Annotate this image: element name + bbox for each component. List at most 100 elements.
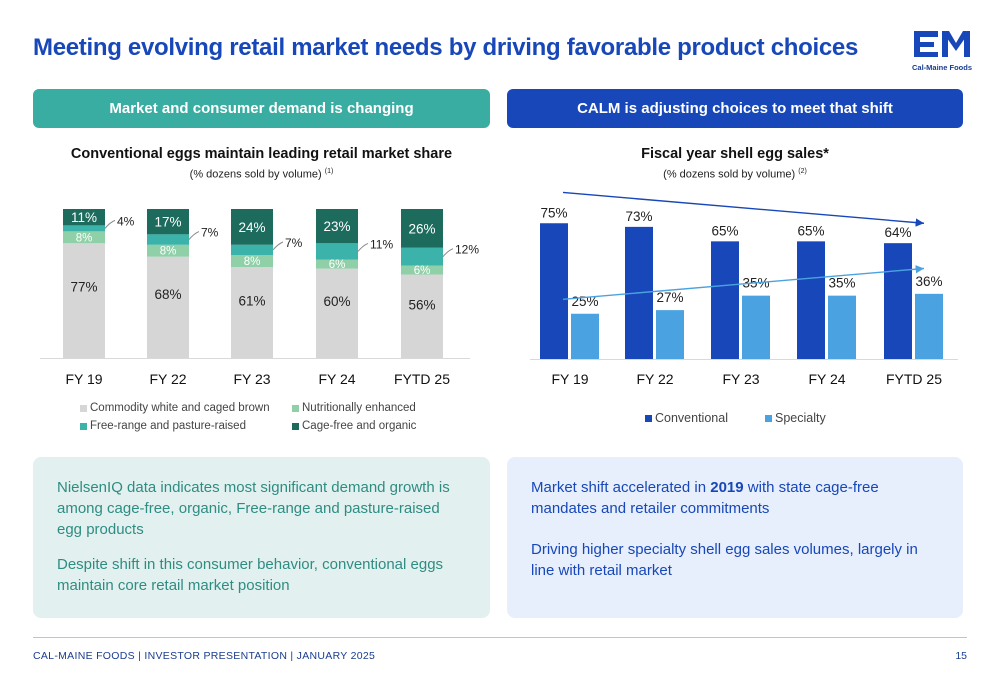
left-section-header: Market and consumer demand is changing bbox=[33, 89, 490, 128]
cage-free-label: 24% bbox=[238, 220, 265, 235]
bar-segment-1 bbox=[316, 268, 358, 358]
right-notes-box: Market shift accelerated in 2019 with st… bbox=[507, 457, 963, 618]
footer-divider bbox=[33, 637, 967, 638]
bar-segment-2 bbox=[147, 244, 189, 257]
conventional-bar bbox=[540, 223, 568, 359]
conventional-trend-arrow bbox=[562, 191, 925, 227]
left-chart-legend: Commodity white and caged brown Nutrition… bbox=[80, 402, 452, 432]
specialty-bar bbox=[571, 313, 599, 359]
footer-text: CAL-MAINE FOODS | INVESTOR PRESENTATION … bbox=[33, 650, 376, 662]
logo-wordmark: Cal-Maine Foods bbox=[912, 63, 973, 72]
right-section-header: CALM is adjusting choices to meet that s… bbox=[507, 89, 963, 128]
right-chart-subtitle: (% dozens sold by volume) (2) bbox=[663, 168, 807, 181]
cage-free-label: 23% bbox=[323, 219, 350, 234]
free-range-leader-line bbox=[188, 231, 200, 240]
legend-swatch bbox=[292, 422, 299, 430]
left-chart-title: Conventional eggs maintain leading retai… bbox=[70, 146, 453, 162]
category-label: FY 22 bbox=[149, 371, 186, 387]
legend-label: Specialty bbox=[775, 411, 826, 425]
enhanced-label: 8% bbox=[244, 256, 261, 268]
free-range-leader-line bbox=[442, 248, 454, 258]
category-label: FY 24 bbox=[318, 371, 355, 387]
category-label: FY 24 bbox=[808, 371, 845, 387]
cage-free-label: 17% bbox=[154, 215, 181, 230]
category-label: FY 22 bbox=[636, 371, 673, 387]
commodity-label: 77% bbox=[70, 279, 97, 294]
note-specialty-volumes: Driving higher specialty shell egg sales… bbox=[531, 541, 918, 579]
bar-segment-3 bbox=[401, 247, 443, 266]
bar-segment-4 bbox=[147, 209, 189, 235]
specialty-bar bbox=[915, 293, 943, 359]
free-range-leader-line bbox=[357, 243, 369, 252]
category-label: FY 19 bbox=[551, 371, 588, 387]
free-range-label: 12% bbox=[455, 243, 479, 257]
free-range-label: 4% bbox=[117, 214, 135, 228]
bar-segment-4 bbox=[231, 209, 273, 245]
company-logo: Cal-Maine Foods bbox=[912, 29, 972, 73]
enhanced-label: 6% bbox=[329, 259, 346, 271]
specialty-value-label: 27% bbox=[656, 290, 683, 305]
page-title: Meeting evolving retail market needs by … bbox=[33, 34, 859, 61]
conventional-bar bbox=[884, 243, 912, 359]
legend-item: Specialty bbox=[765, 411, 865, 425]
commodity-label: 60% bbox=[323, 294, 350, 309]
note-conventional-position: Despite shift in this consumer behavior,… bbox=[57, 556, 444, 594]
free-range-label: 7% bbox=[285, 236, 303, 250]
page-number: 15 bbox=[955, 650, 967, 662]
legend-swatch bbox=[292, 404, 299, 412]
free-range-leader-line bbox=[104, 219, 116, 229]
bar-segment-4 bbox=[63, 209, 105, 226]
specialty-bar bbox=[742, 295, 770, 359]
legend-swatch bbox=[765, 414, 772, 422]
free-range-label: 11% bbox=[370, 237, 393, 251]
enhanced-label: 6% bbox=[414, 265, 431, 277]
cal-maine-logo-icon bbox=[914, 31, 970, 57]
conventional-bar bbox=[797, 241, 825, 359]
bar-segment-3 bbox=[147, 234, 189, 245]
category-label: FY 23 bbox=[722, 371, 759, 387]
bar-segment-2 bbox=[316, 259, 358, 269]
legend-item: Conventional bbox=[645, 411, 765, 425]
bar-segment-1 bbox=[63, 243, 105, 358]
specialty-bar bbox=[828, 295, 856, 359]
legend-label: Commodity white and caged brown bbox=[90, 402, 270, 414]
note-market-shift: Market shift accelerated in 2019 with st… bbox=[531, 479, 879, 517]
bar-segment-2 bbox=[231, 255, 273, 268]
left-chart-subtitle: (% dozens sold by volume) (1) bbox=[189, 168, 334, 181]
conventional-value-label: 75% bbox=[540, 205, 567, 220]
conventional-value-label: 73% bbox=[625, 209, 652, 224]
enhanced-label: 8% bbox=[76, 232, 93, 244]
conventional-bar bbox=[711, 241, 739, 359]
specialty-value-label: 35% bbox=[828, 276, 855, 291]
bar-segment-2 bbox=[63, 231, 105, 244]
legend-swatch bbox=[645, 414, 652, 422]
commodity-label: 56% bbox=[408, 298, 435, 313]
free-range-label: 7% bbox=[201, 226, 219, 240]
bar-segment-3 bbox=[231, 244, 273, 256]
bar-segment-1 bbox=[401, 274, 443, 358]
legend-label: Free-range and pasture-raised bbox=[90, 420, 246, 432]
free-range-leader-line bbox=[272, 241, 284, 251]
legend-label: Nutritionally enhanced bbox=[302, 402, 416, 414]
cage-free-label: 11% bbox=[71, 210, 97, 225]
right-chart-title: Fiscal year shell egg sales* bbox=[641, 146, 829, 162]
bar-segment-3 bbox=[316, 243, 358, 260]
enhanced-label: 8% bbox=[160, 246, 177, 258]
cage-free-label: 26% bbox=[408, 221, 435, 236]
legend-item: Commodity white and caged brown bbox=[80, 402, 292, 414]
bar-segment-4 bbox=[316, 209, 358, 244]
legend-swatch bbox=[80, 422, 87, 430]
conventional-value-label: 65% bbox=[797, 223, 824, 238]
legend-item: Free-range and pasture-raised bbox=[80, 420, 292, 432]
bar-segment-2 bbox=[401, 265, 443, 275]
legend-item: Cage-free and organic bbox=[292, 420, 452, 432]
category-label: FYTD 25 bbox=[886, 371, 942, 387]
legend-swatch bbox=[80, 404, 87, 412]
category-label: FY 19 bbox=[65, 371, 102, 387]
commodity-label: 68% bbox=[154, 287, 181, 302]
legend-label: Cage-free and organic bbox=[302, 420, 417, 432]
specialty-value-label: 36% bbox=[915, 274, 942, 289]
conventional-value-label: 64% bbox=[884, 225, 911, 240]
